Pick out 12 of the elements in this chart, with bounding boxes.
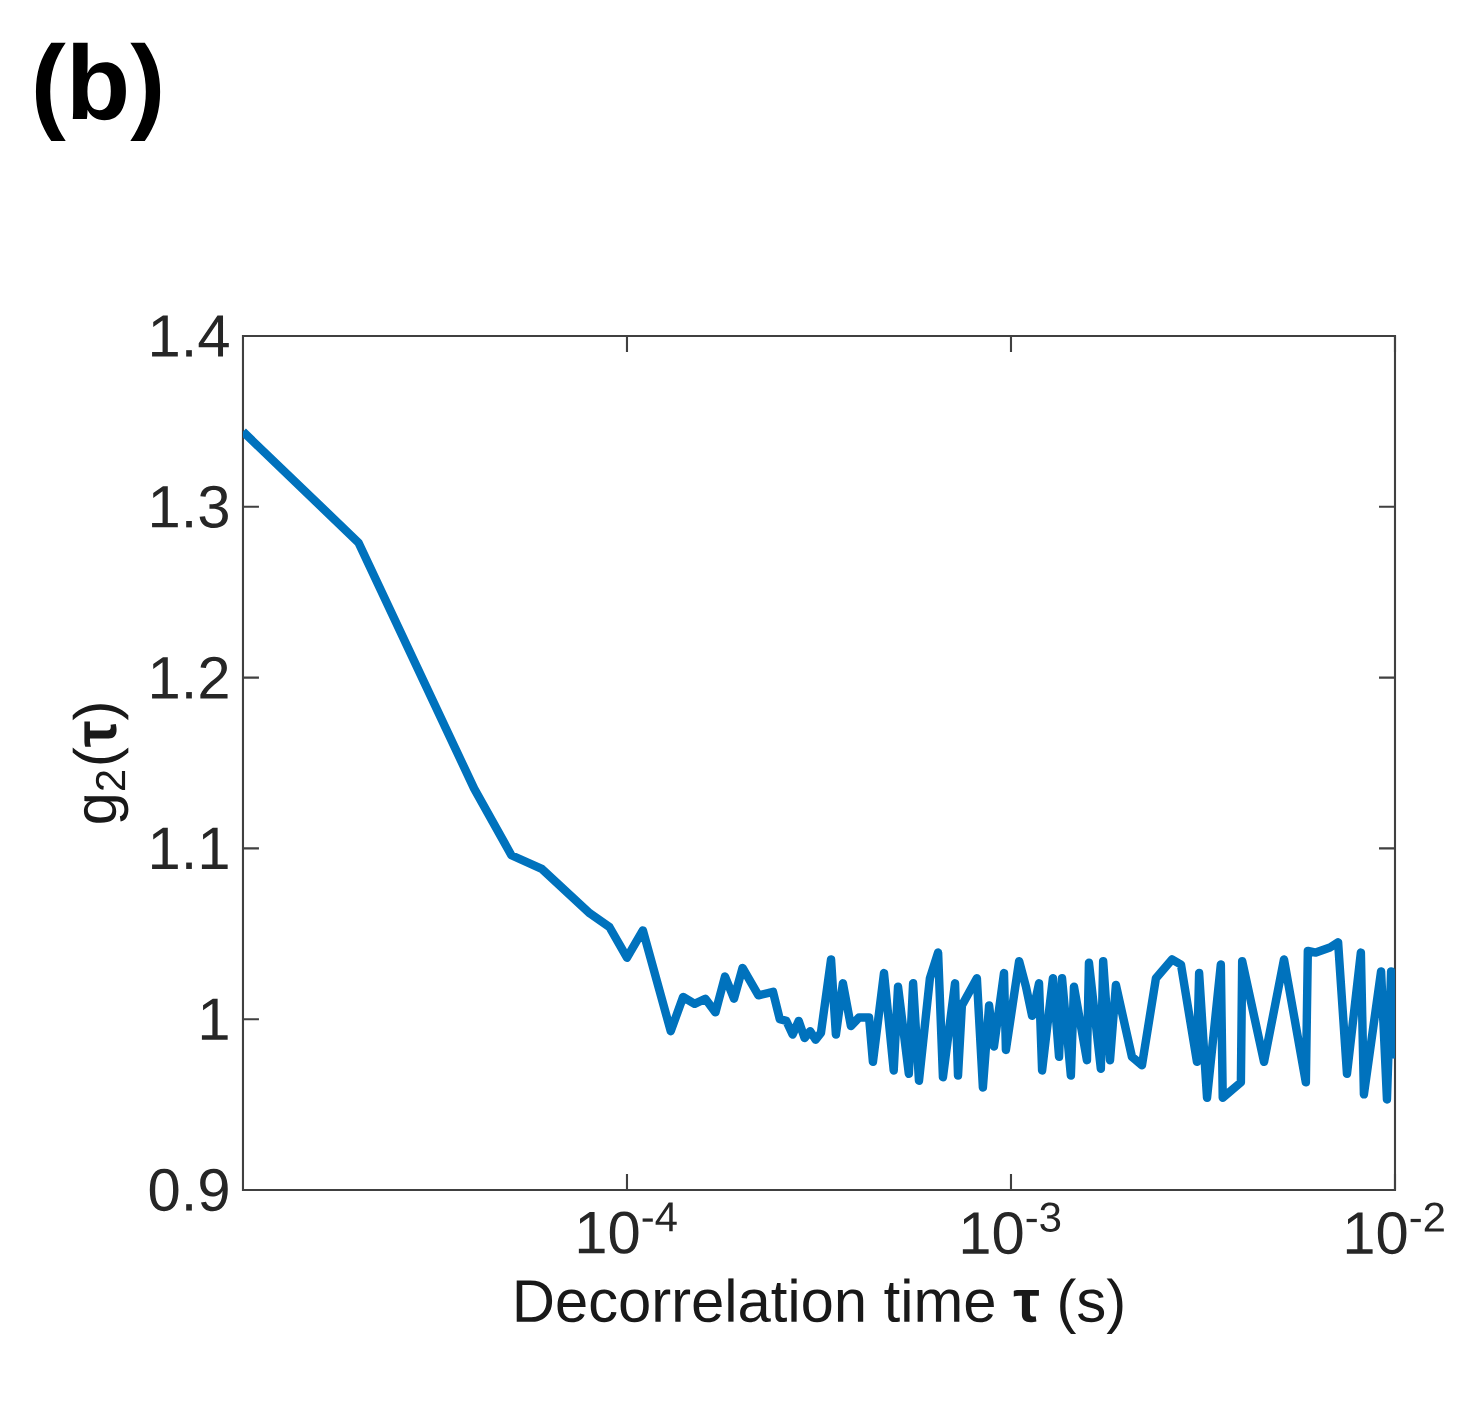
x-tick-label: 10$^{-4}$ <box>578 1202 677 1254</box>
y-tick-label: 1 <box>201 998 228 1040</box>
x-tick-label: 10$^{-3}$ <box>962 1202 1061 1255</box>
y-tick-label: 1.4 <box>152 315 229 357</box>
x-axis-title: Decorrelation time τ (s) <box>516 1278 1123 1335</box>
y-tick-label: 0.9 <box>149 1168 228 1212</box>
x-tick-label: 10$^{-2}$ <box>1346 1202 1444 1255</box>
y-tick-label: 1.2 <box>152 656 228 699</box>
chart-title: (b) <box>35 42 161 141</box>
y-tick-label: 1.1 <box>152 827 228 869</box>
y-axis-title: g$_{2}$(τ) <box>72 704 129 823</box>
y-tick-label: 1.3 <box>152 485 228 528</box>
